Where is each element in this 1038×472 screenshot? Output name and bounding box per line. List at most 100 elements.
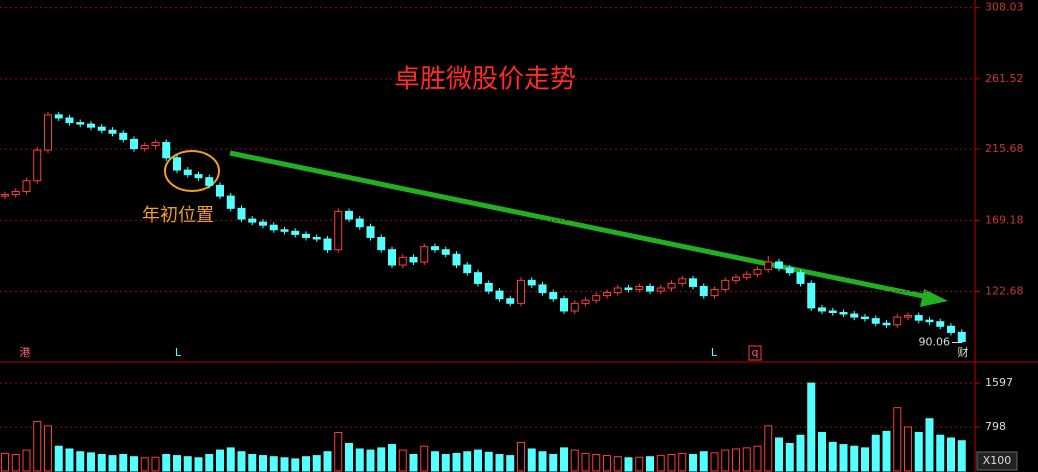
volume-bar	[366, 449, 375, 472]
candle-body	[11, 190, 20, 196]
volume-bar	[818, 431, 826, 472]
chart-title: 卓胜微股价走势	[394, 65, 576, 95]
candle-body	[237, 207, 246, 220]
volume-bar	[839, 444, 848, 472]
highlight-circle	[164, 150, 220, 192]
volume-bar	[957, 440, 966, 472]
candle-body	[936, 321, 945, 327]
candle-body	[839, 312, 848, 315]
volume-bar	[237, 451, 246, 472]
candle-body	[753, 269, 762, 275]
candle-body	[388, 249, 396, 266]
volume-bar	[656, 455, 665, 472]
volume-bar	[861, 447, 869, 472]
volume-bar	[87, 452, 95, 472]
candle-body	[140, 145, 149, 150]
candle-body	[828, 310, 837, 314]
candle-body	[162, 141, 171, 159]
candle-body	[861, 316, 869, 320]
last-price-label: 90.06	[919, 336, 951, 349]
volume-bar	[689, 453, 697, 472]
candle-body	[646, 285, 654, 292]
trend-arrow-head	[920, 289, 948, 307]
event-marker: L	[175, 346, 182, 359]
y-tick-label: 798	[985, 420, 1006, 433]
volume-bar	[33, 420, 42, 472]
candle-body	[882, 322, 891, 326]
candle-body	[699, 285, 708, 297]
candle-body	[775, 261, 783, 269]
candle-body	[54, 114, 63, 119]
candle-body	[119, 132, 128, 140]
candle-body	[334, 210, 343, 251]
candle-body	[355, 218, 364, 228]
candle-body	[474, 272, 482, 284]
volume-bar	[377, 447, 386, 472]
volume-bar	[22, 449, 31, 472]
candle-body	[538, 284, 547, 294]
candle-body	[947, 325, 955, 333]
candle-body	[323, 238, 332, 251]
volume-bar	[119, 453, 128, 472]
volume-bar	[882, 430, 891, 472]
candle-body	[871, 318, 880, 324]
volume-bar	[97, 453, 106, 472]
candle-body	[302, 233, 310, 238]
event-marker: q	[752, 346, 759, 359]
volume-bar	[216, 449, 224, 472]
volume-bar	[646, 456, 654, 472]
volume-bar	[807, 382, 816, 472]
candle-body	[420, 246, 429, 263]
volume-bar	[151, 456, 160, 472]
candle-body	[431, 246, 439, 251]
candle-body	[216, 184, 224, 197]
volume-bar	[173, 455, 181, 472]
candle-body	[76, 122, 85, 125]
candle-body	[452, 253, 461, 266]
volume-bar	[850, 445, 859, 472]
candle-body	[785, 267, 794, 274]
candle-body	[689, 278, 697, 287]
candle-body	[850, 313, 859, 318]
candle-body	[807, 282, 816, 309]
volume-bar	[280, 457, 289, 472]
candle-body	[463, 264, 472, 274]
candle-body	[914, 315, 923, 321]
y-tick-label: 122.68	[985, 285, 1024, 298]
volume-bar	[1, 452, 9, 472]
volume-bar	[742, 447, 751, 472]
candle-body	[925, 319, 934, 323]
candle-body	[173, 157, 181, 171]
volume-unit: X100	[983, 454, 1012, 467]
candle-body	[87, 123, 95, 128]
candle-body	[248, 218, 257, 223]
volume-bar	[269, 456, 278, 472]
candle-body	[312, 236, 321, 240]
candle-body	[1, 194, 9, 197]
volume-bar	[452, 452, 461, 472]
volume-bar	[495, 453, 504, 472]
volume-bar	[474, 449, 482, 472]
candle-body	[527, 279, 536, 286]
volume-bar	[463, 451, 472, 472]
candle-body	[151, 141, 160, 147]
volume-bar	[506, 455, 515, 472]
volume-bar	[785, 442, 794, 472]
candle-body	[581, 299, 590, 304]
volume-bar	[936, 434, 945, 472]
volume-bar	[925, 418, 934, 472]
volume-bar	[624, 457, 633, 472]
volume-bar	[312, 455, 321, 472]
candle-body	[33, 149, 42, 182]
volume-bar	[914, 431, 923, 472]
candle-body	[377, 236, 386, 251]
volume-bar	[775, 437, 783, 472]
candle-body	[742, 273, 751, 278]
unit-box	[976, 451, 1018, 471]
volume-bar	[44, 425, 52, 472]
volume-bar	[581, 452, 590, 472]
candle-body	[226, 195, 235, 209]
volume-bar	[398, 449, 407, 472]
volume-bar	[226, 447, 235, 472]
